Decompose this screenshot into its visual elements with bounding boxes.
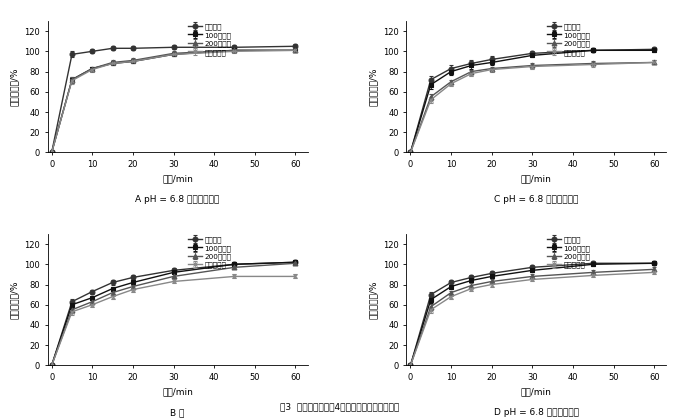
X-axis label: 时间/min: 时间/min (162, 388, 193, 396)
Y-axis label: 累积溶出度/%: 累积溶出度/% (369, 281, 377, 319)
Y-axis label: 累积溶出度/%: 累积溶出度/% (10, 281, 18, 319)
Title: C pH = 6.8 盐酸盐缓冲液: C pH = 6.8 盐酸盐缓冲液 (494, 195, 579, 205)
X-axis label: 时间/min: 时间/min (162, 175, 193, 184)
Legend: 参比制剂, 100目颗粒, 200目颗粒, 微粉化颗粒: 参比制剂, 100目颗粒, 200目颗粒, 微粉化颗粒 (186, 22, 233, 57)
Legend: 参比制剂, 100目颗粒, 200目颗粒, 微粉化颗粒: 参比制剂, 100目颗粒, 200目颗粒, 微粉化颗粒 (186, 235, 233, 270)
Y-axis label: 累积溶出度/%: 累积溶出度/% (10, 68, 18, 106)
Legend: 参比制剂, 100目颗粒, 200目颗粒, 微粉化颗粒: 参比制剂, 100目颗粒, 200目颗粒, 微粉化颗粒 (545, 235, 592, 270)
Legend: 参比制剂, 100目颗粒, 200目颗粒, 微粉化颗粒: 参比制剂, 100目颗粒, 200目颗粒, 微粉化颗粒 (545, 22, 592, 57)
Title: A pH = 6.8 磷酸盐缓冲液: A pH = 6.8 磷酸盐缓冲液 (135, 195, 220, 205)
Y-axis label: 累积溶出度/%: 累积溶出度/% (369, 68, 377, 106)
X-axis label: 时间/min: 时间/min (521, 175, 552, 184)
Title: B 水: B 水 (171, 408, 185, 417)
X-axis label: 时间/min: 时间/min (521, 388, 552, 396)
Text: 图3  头孢地尼颗粒在4种溶出介质中的溶出曲线: 图3 头孢地尼颗粒在4种溶出介质中的溶出曲线 (280, 403, 400, 412)
Title: D pH = 6.8 醋酸盐缓冲液: D pH = 6.8 醋酸盐缓冲液 (494, 408, 579, 417)
